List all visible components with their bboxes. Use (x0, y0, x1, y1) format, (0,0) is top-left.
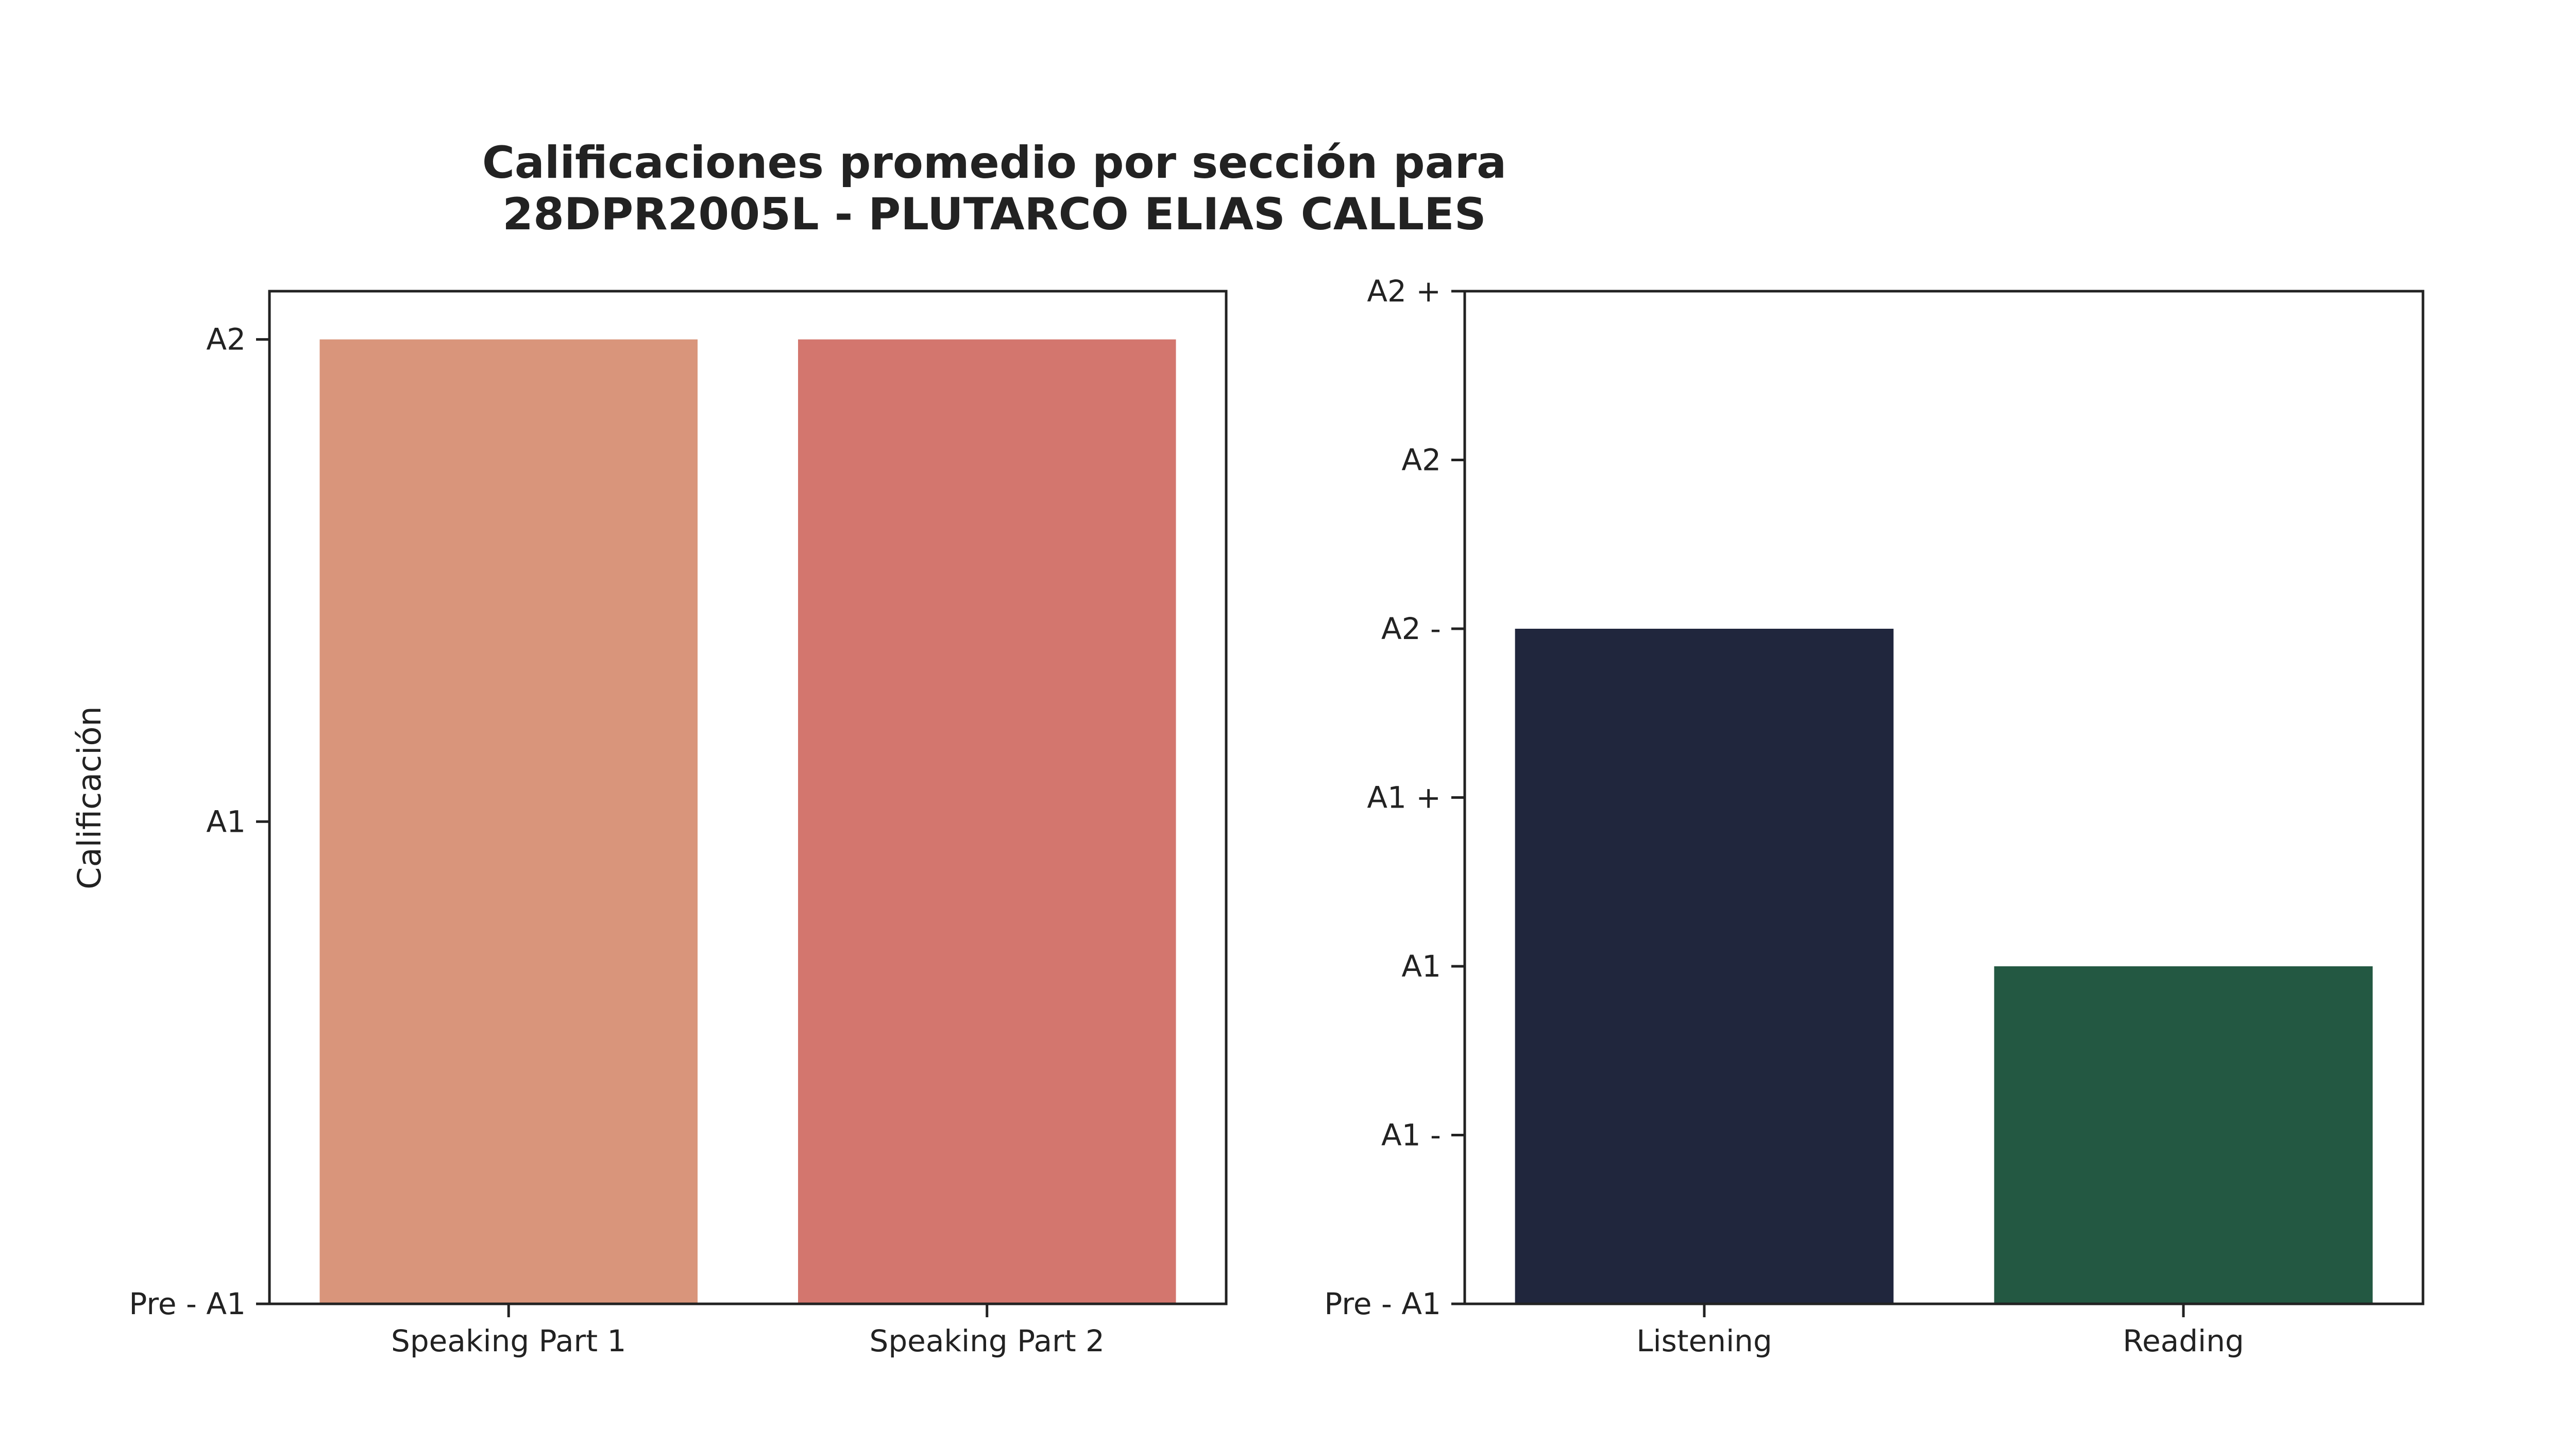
y-tick-label: Pre - A1 (1324, 1286, 1441, 1321)
x-tick-label: Speaking Part 2 (870, 1323, 1105, 1358)
axes-frame (268, 290, 1228, 1305)
chart-panel-listening-reading: Pre - A1 A1 - A1 A1 + A2 - A2 A2 + Listening Rea… (1324, 274, 2425, 1358)
y-tick-label: A1 (206, 804, 246, 839)
bar-listening (1515, 629, 1894, 1304)
y-tick-label: A1 + (1367, 780, 1441, 815)
y-tick-label: A1 - (1381, 1118, 1441, 1153)
x-tick-label: Speaking Part 1 (391, 1323, 626, 1358)
y-axis-label: Calificación (71, 706, 108, 889)
y-tick-label: A2 + (1367, 274, 1441, 309)
x-tick-label: Reading (2123, 1323, 2244, 1358)
chart-panel-speaking: Pre - A1 A1 A2 Speaking Part 1 Speaking Part… (129, 290, 1228, 1358)
chart-title: Calificaciones promedio por sección para… (482, 137, 1506, 240)
chart-title-line: Calificaciones promedio por sección para (482, 137, 1506, 189)
y-tick-label: A2 (1401, 443, 1441, 478)
y-tick-label: A1 (1401, 949, 1441, 984)
y-tick-label: Pre - A1 (129, 1286, 246, 1321)
bar-reading (1994, 966, 2373, 1304)
bar-speaking-part-1 (319, 339, 698, 1304)
y-tick-label: A2 (206, 322, 246, 357)
bar-speaking-part-2 (798, 339, 1176, 1304)
x-tick-label: Listening (1636, 1323, 1772, 1358)
chart-title-line: 28DPR2005L - PLUTARCO ELIAS CALLES (502, 189, 1486, 240)
y-tick-label: A2 - (1381, 611, 1441, 646)
